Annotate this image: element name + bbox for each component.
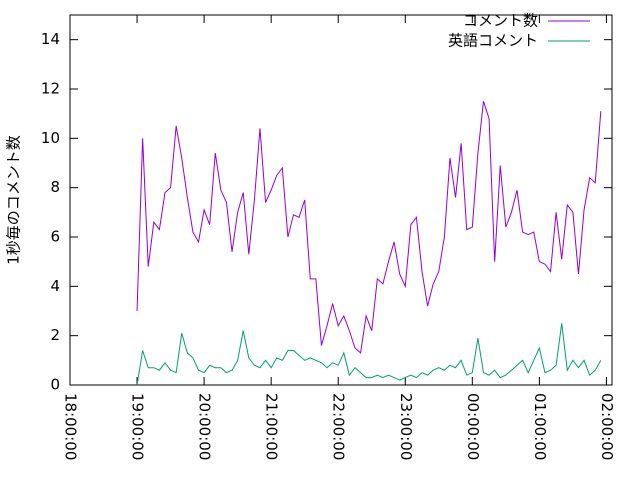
x-tick-label: 19:00:00 bbox=[129, 393, 147, 460]
legend-label: 英語コメント bbox=[448, 32, 538, 50]
x-tick-label: 02:00:00 bbox=[598, 393, 616, 460]
y-tick-label: 6 bbox=[50, 228, 60, 246]
y-tick-label: 0 bbox=[50, 376, 60, 394]
x-tick-label: 18:00:00 bbox=[62, 393, 80, 460]
x-tick-label: 23:00:00 bbox=[397, 393, 415, 460]
x-tick-label: 20:00:00 bbox=[196, 393, 214, 460]
y-tick-label: 10 bbox=[41, 129, 60, 147]
y-tick-label: 4 bbox=[50, 277, 60, 295]
series-line bbox=[136, 323, 602, 386]
x-tick-label: 00:00:00 bbox=[464, 393, 482, 460]
y-tick-label: 12 bbox=[41, 80, 60, 98]
plot-frame bbox=[69, 14, 613, 386]
y-axis-label: 1秒毎のコメント数 bbox=[5, 135, 23, 265]
y-tick-label: 14 bbox=[41, 30, 60, 48]
x-tick-label: 01:00:00 bbox=[531, 393, 549, 460]
y-tick-label: 2 bbox=[50, 326, 60, 344]
x-tick-label: 22:00:00 bbox=[330, 393, 348, 460]
x-tick-label: 21:00:00 bbox=[263, 393, 281, 460]
series-line bbox=[136, 101, 602, 354]
y-tick-label: 8 bbox=[50, 178, 60, 196]
legend-label: コメント数 bbox=[463, 12, 538, 30]
